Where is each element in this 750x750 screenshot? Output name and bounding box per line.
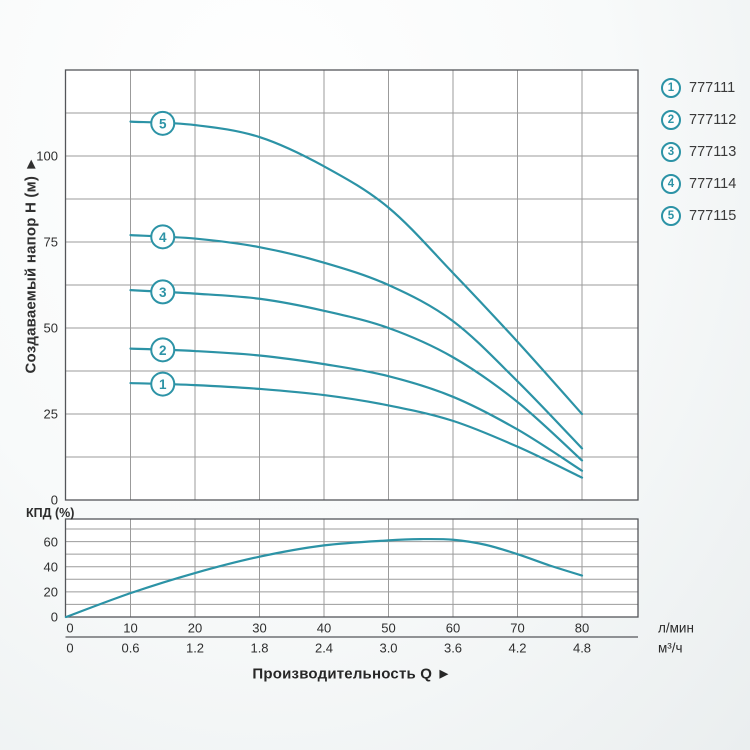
kpd-y-tick-0: 0 — [50, 609, 58, 625]
pump-curve-3 — [129, 289, 584, 462]
curve-marker-3 — [150, 279, 176, 305]
curve-marker-2 — [150, 337, 176, 363]
legend-model-label: 777113 — [689, 144, 737, 160]
curve-marker-number-3: 3 — [159, 285, 167, 300]
x-tick-m3h-4.2: 4.2 — [508, 640, 527, 656]
x-tick-m3h-4.8: 4.8 — [572, 640, 592, 656]
legend-circle-3: 3 — [661, 142, 681, 162]
x-tick-m3h-1.8: 1.8 — [250, 640, 269, 656]
kpd-chart-frame — [64, 518, 639, 618]
x-axis-title: Производительность Q ► — [252, 665, 452, 683]
pump-curve-1 — [129, 381, 584, 479]
x-tick-lmin-80: 80 — [574, 620, 590, 636]
x-tick-lmin-0: 0 — [66, 620, 74, 636]
curve-marker-number-1: 1 — [159, 377, 167, 392]
legend-model-label: 777115 — [689, 208, 737, 224]
legend-model-label: 777112 — [689, 112, 737, 128]
kpd-y-tick-20: 20 — [43, 584, 58, 600]
pump-curve-5 — [129, 120, 584, 416]
x-tick-lmin-20: 20 — [187, 620, 203, 636]
head-y-tick-75: 75 — [43, 234, 58, 250]
x-tick-lmin-60: 60 — [445, 620, 461, 636]
x-tick-lmin-70: 70 — [510, 620, 525, 636]
legend-item-777111: 1 777111 — [661, 76, 736, 100]
legend-item-777114: 4 777114 — [661, 172, 736, 196]
unit-label-m3h: м³/ч — [658, 640, 683, 656]
legend-circle-5: 5 — [661, 206, 681, 226]
legend-item-777115: 5 777115 — [661, 204, 736, 228]
legend: 1 777111 2 777112 3 777113 4 777114 5 777115 — [661, 76, 736, 236]
curve-marker-4 — [150, 224, 176, 250]
kpd-axis-title: КПД (%) — [26, 506, 75, 520]
x-tick-lmin-30: 30 — [252, 620, 267, 636]
curve-marker-number-2: 2 — [159, 343, 167, 358]
legend-item-777113: 3 777113 — [661, 140, 736, 164]
x-tick-m3h-2.4: 2.4 — [314, 640, 334, 656]
head-y-tick-100: 100 — [36, 148, 58, 164]
x-tick-m3h-3.6: 3.6 — [443, 640, 463, 656]
head-y-tick-25: 25 — [43, 406, 58, 422]
legend-circle-2: 2 — [661, 110, 681, 130]
x-tick-lmin-50: 50 — [381, 620, 396, 636]
kpd-y-tick-40: 40 — [43, 559, 58, 575]
x-tick-m3h-0.6: 0.6 — [121, 640, 140, 656]
curve-marker-1 — [150, 371, 176, 397]
head-y-tick-50: 50 — [43, 320, 58, 336]
legend-item-777112: 2 777112 — [661, 108, 736, 132]
pump-curve-4 — [129, 234, 584, 450]
curve-marker-number-5: 5 — [159, 116, 167, 131]
head-chart-frame — [64, 69, 639, 501]
x-tick-m3h-3.0: 3.0 — [379, 640, 398, 656]
y-axis-title: Создаваемый напор Н (м) ► — [22, 156, 40, 374]
x-tick-m3h-1.2: 1.2 — [185, 640, 205, 656]
legend-circle-1: 1 — [661, 78, 681, 98]
kpd-y-tick-60: 60 — [43, 534, 58, 550]
legend-model-label: 777114 — [689, 176, 737, 192]
legend-model-label: 777111 — [689, 80, 736, 96]
unit-label-lmin: л/мин — [658, 620, 694, 636]
head-y-tick-0: 0 — [50, 492, 58, 508]
curve-marker-number-4: 4 — [159, 230, 167, 245]
kpd-chart-background — [65, 519, 638, 617]
efficiency-curve — [64, 537, 584, 619]
pump-curve-2 — [129, 347, 584, 472]
legend-circle-4: 4 — [661, 174, 681, 194]
curve-marker-5 — [150, 110, 176, 136]
x-tick-lmin-10: 10 — [123, 620, 138, 636]
x-tick-lmin-40: 40 — [316, 620, 332, 636]
x-tick-m3h-0: 0 — [66, 640, 74, 656]
